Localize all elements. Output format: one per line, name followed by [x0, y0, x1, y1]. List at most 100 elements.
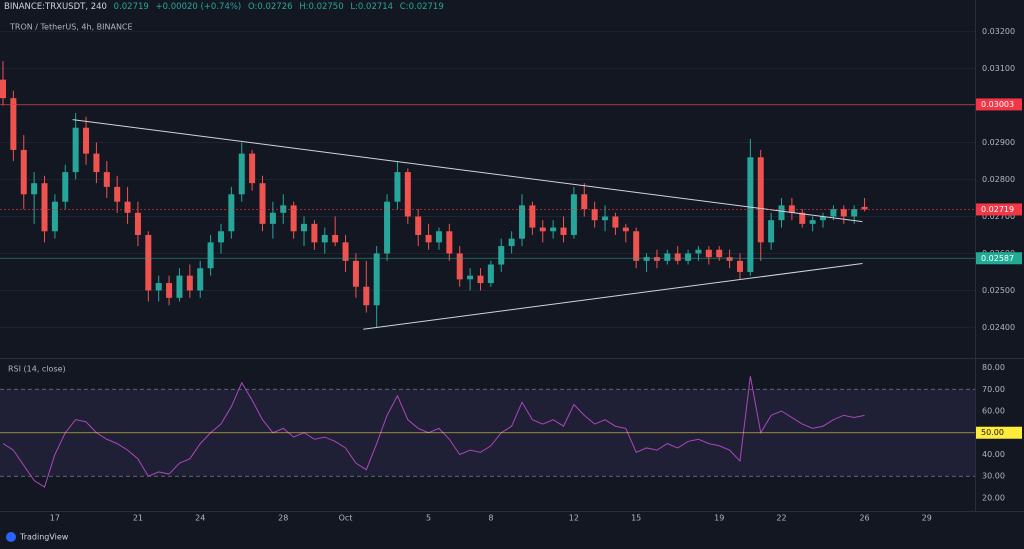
- candle-body: [321, 234, 328, 243]
- candle-body: [186, 275, 193, 291]
- level-label-box: [976, 203, 1022, 216]
- candle-body: [352, 260, 359, 287]
- y-tick-label: 80.00: [982, 363, 1005, 372]
- candle-body: [591, 209, 598, 221]
- candle-body: [508, 238, 515, 247]
- candle-body: [332, 234, 339, 243]
- candle-body: [0, 79, 6, 99]
- candle-body: [404, 172, 411, 217]
- candle-body: [674, 253, 681, 261]
- candle-body: [155, 283, 162, 291]
- x-tick-label: 19: [714, 514, 724, 523]
- candle-body: [695, 249, 702, 254]
- candle-body: [134, 212, 141, 235]
- trendline: [72, 119, 863, 223]
- candle-body: [560, 227, 567, 235]
- y-tick-label: 0.03200: [982, 27, 1015, 36]
- candle-body: [51, 201, 58, 232]
- candle-body: [280, 205, 287, 213]
- x-tick-label: 8: [488, 514, 493, 523]
- candle-body: [830, 209, 837, 217]
- x-tick-label: 21: [133, 514, 143, 523]
- trendline: [363, 262, 863, 330]
- candle-body: [197, 268, 204, 291]
- candle-body: [622, 227, 629, 232]
- candle-body: [788, 205, 795, 213]
- candle-body: [259, 183, 266, 224]
- candle-body: [238, 153, 245, 195]
- candle-body: [602, 216, 609, 221]
- level-label-box: [976, 98, 1022, 111]
- low: L:0.02714: [350, 2, 394, 12]
- candle-body: [539, 227, 546, 232]
- candle-body: [72, 127, 79, 173]
- candle-body: [384, 201, 391, 254]
- logo: TradingView: [6, 532, 69, 542]
- candle-body: [83, 127, 90, 154]
- x-tick-label: 17: [50, 514, 60, 523]
- level-label-box: [976, 252, 1022, 265]
- candle-body: [373, 253, 380, 306]
- rsi-line: [2, 376, 865, 488]
- x-tick-label: 28: [278, 514, 288, 523]
- candle-body: [736, 260, 743, 272]
- rsi-title: RSI (14, close): [8, 365, 66, 374]
- candle-body: [228, 194, 235, 232]
- candle-body: [124, 201, 131, 213]
- logo-icon: [6, 532, 16, 542]
- y-tick-label: 0.02900: [982, 138, 1015, 147]
- candle-body: [747, 157, 754, 272]
- y-tick-label: 60.00: [982, 407, 1005, 416]
- candle-body: [778, 205, 785, 221]
- candle-body: [726, 257, 733, 261]
- candle-body: [394, 172, 401, 202]
- y-tick-label: 40.00: [982, 450, 1005, 459]
- candle-body: [840, 209, 847, 217]
- candle-body: [269, 212, 276, 224]
- y-tick-label: 0.02800: [982, 175, 1015, 184]
- y-tick-label: 0.02400: [982, 323, 1015, 332]
- level-label: 0.02719: [981, 205, 1014, 214]
- candle-body: [290, 205, 297, 232]
- last-price: 0.02719: [113, 2, 149, 12]
- candle-body: [768, 220, 775, 243]
- candle-body: [653, 257, 660, 261]
- header: BINANCE:TRXUSDT, 240 0.02719 +0.00020 (+…: [4, 2, 448, 12]
- level-label: 0.03003: [981, 100, 1014, 109]
- candle-body: [487, 264, 494, 284]
- candle-body: [529, 205, 536, 228]
- close: C:0.02719: [399, 2, 444, 12]
- change: +0.00020 (+0.74%): [155, 2, 242, 12]
- footer: TradingView: [19, 533, 69, 542]
- candle-body: [207, 242, 214, 269]
- candle-body: [425, 234, 432, 243]
- candle-body: [664, 253, 671, 261]
- candle-body: [41, 183, 48, 232]
- candle-body: [166, 283, 173, 298]
- open: O:0.02726: [247, 2, 293, 12]
- x-tick-label: 24: [195, 514, 205, 523]
- candle-body: [550, 227, 557, 232]
- candle-body: [477, 275, 484, 284]
- candle-body: [633, 231, 640, 261]
- candle-body: [799, 212, 806, 224]
- candle-body: [145, 234, 152, 291]
- candle-body: [62, 172, 69, 202]
- level-label-box: [976, 426, 1022, 439]
- candle-body: [415, 216, 422, 235]
- candle-body: [519, 205, 525, 239]
- candle-body: [31, 183, 38, 195]
- y-tick-label: 70.00: [982, 385, 1005, 394]
- candle-body: [446, 231, 453, 254]
- candle-body: [10, 98, 17, 150]
- candle-body: [176, 275, 183, 298]
- candle-body: [685, 253, 692, 261]
- candle-body: [456, 253, 463, 280]
- symbol: BINANCE:TRXUSDT, 240: [4, 2, 107, 12]
- y-tick-label: 0.02500: [982, 286, 1015, 295]
- high: H:0.02750: [299, 2, 344, 12]
- candle-body: [93, 153, 100, 173]
- level-label: 0.02587: [981, 254, 1014, 263]
